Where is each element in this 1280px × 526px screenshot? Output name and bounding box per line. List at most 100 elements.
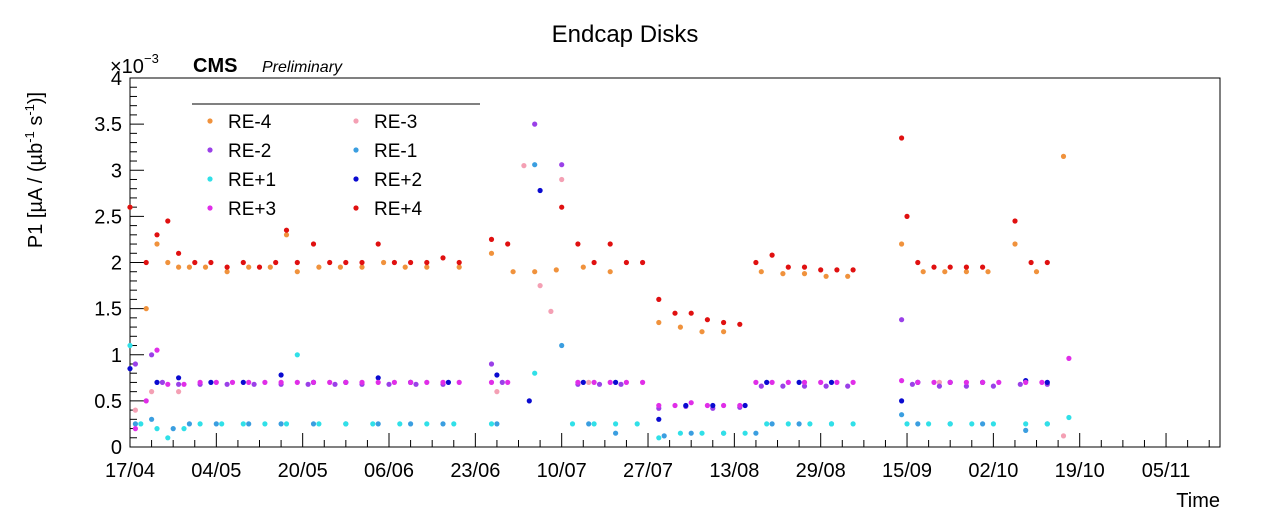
data-point [488, 236, 495, 242]
data-point [721, 430, 727, 436]
data-point [613, 421, 619, 427]
data-point [537, 187, 543, 194]
data-point [343, 379, 349, 385]
data-point [397, 421, 403, 427]
data-point [1017, 381, 1023, 387]
data-point [640, 259, 646, 266]
data-point [1060, 433, 1067, 439]
data-point [904, 421, 910, 427]
legend-marker [353, 147, 359, 153]
data-point [224, 381, 230, 387]
data-point [850, 267, 856, 273]
data-point [764, 421, 770, 427]
data-point [132, 407, 138, 413]
data-point [980, 421, 986, 427]
data-point [553, 267, 559, 273]
x-tick-label: 02/10 [968, 460, 1018, 482]
data-point [370, 421, 376, 427]
data-point [688, 310, 694, 316]
legend-label: RE-2 [228, 141, 271, 162]
data-point [845, 273, 851, 279]
data-point [990, 383, 997, 389]
data-point [677, 324, 684, 330]
data-points [127, 121, 1072, 441]
data-point [699, 329, 705, 335]
data-point [440, 379, 446, 385]
data-point [769, 379, 775, 385]
data-point [559, 204, 565, 210]
legend-marker [353, 205, 359, 211]
data-point [154, 347, 160, 353]
data-point [456, 379, 462, 385]
data-point [213, 379, 219, 385]
data-point [548, 308, 554, 314]
data-point [1066, 414, 1072, 421]
x-tick-label: 13/08 [709, 460, 759, 482]
data-point [785, 379, 791, 385]
data-point [845, 383, 851, 389]
data-point [1044, 259, 1050, 266]
legend-label: RE+3 [228, 199, 276, 220]
data-point [721, 319, 727, 326]
data-point [532, 121, 538, 127]
y-axis-label: P1 [µA / (µb-1 s-1)] [22, 92, 47, 248]
data-point [909, 381, 916, 387]
data-point [316, 421, 322, 427]
data-point [1023, 379, 1029, 385]
data-point [143, 306, 149, 312]
data-point [246, 379, 252, 385]
x-tick-label: 23/06 [450, 460, 500, 482]
data-point [899, 412, 905, 418]
data-point [537, 283, 543, 289]
x-tick-label: 17/04 [105, 460, 155, 482]
x-tick-label: 15/09 [882, 460, 932, 482]
data-point [310, 379, 317, 385]
data-point [904, 213, 910, 219]
data-point [591, 379, 597, 385]
data-point [801, 379, 808, 385]
data-point [176, 389, 182, 395]
data-point [197, 421, 203, 427]
data-point [424, 259, 430, 266]
data-point [240, 379, 246, 385]
data-point [618, 381, 624, 387]
data-point [785, 421, 791, 427]
data-point [683, 402, 689, 409]
data-point [176, 375, 182, 381]
data-point [613, 379, 619, 385]
data-point [526, 398, 532, 404]
data-point [915, 259, 921, 266]
data-point [154, 426, 160, 432]
data-point [1060, 153, 1067, 159]
y-tick-label: 1 [111, 345, 122, 367]
series-RE+4 [127, 135, 1050, 327]
data-point [332, 381, 338, 387]
data-point [246, 421, 252, 427]
data-point [672, 310, 678, 316]
data-point [656, 435, 662, 441]
data-point [391, 379, 397, 385]
ylabel-end: )] [25, 92, 47, 104]
data-point [197, 379, 203, 385]
x-tick-label: 19/10 [1055, 460, 1105, 482]
data-point [505, 241, 511, 247]
data-point [316, 264, 322, 270]
data-point [828, 421, 835, 427]
data-point [176, 264, 182, 270]
data-point [408, 379, 414, 385]
data-point [132, 426, 138, 432]
data-point [780, 383, 786, 389]
y-tick-label: 1.5 [94, 299, 122, 321]
data-point [1066, 355, 1072, 361]
exponent-base: ×10 [110, 56, 144, 78]
data-point [969, 421, 975, 427]
data-point [828, 379, 835, 385]
data-point [521, 163, 527, 169]
data-point [834, 379, 840, 385]
data-point [569, 421, 576, 427]
y-tick-label: 3 [111, 160, 122, 182]
data-point [499, 379, 505, 385]
y-exponent-label: ×10 −3 [110, 51, 159, 78]
data-point [186, 421, 192, 427]
